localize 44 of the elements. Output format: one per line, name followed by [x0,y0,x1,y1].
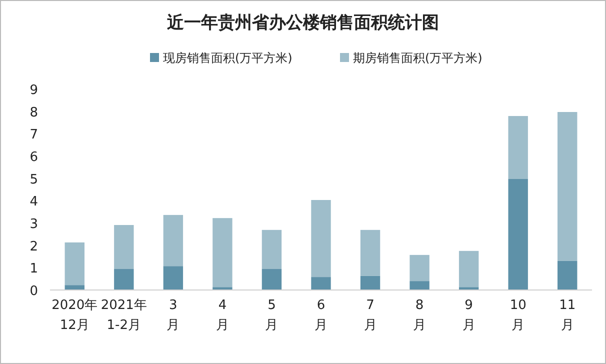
bar [163,266,184,290]
y-tick-label: 6 [30,150,38,165]
bar [212,218,232,288]
y-tick-label: 2 [30,239,38,254]
y-tick-label: 5 [30,172,38,188]
y-tick-label: 0 [30,284,38,299]
bar [558,260,578,290]
x-tick-label: 7 月 [364,298,377,333]
bar [163,214,184,266]
legend-label: 现房销售面积(万平方米) [163,51,292,65]
bar [64,242,84,286]
x-tick-label: 10 月 [510,298,526,333]
bar [262,230,282,270]
x-tick-label: 6 月 [314,298,328,333]
y-tick-label: 3 [30,217,38,232]
bar [114,269,134,290]
y-tick-label: 7 [30,128,38,143]
bar [311,277,331,290]
bar [262,269,282,290]
y-tick-label: 8 [30,105,38,120]
bar [311,200,331,278]
bar [64,285,84,290]
bar [458,250,479,288]
bar [114,225,134,270]
bar [360,230,380,276]
bar [508,179,528,290]
x-tick-label: 3 月 [166,298,180,333]
y-tick-label: 9 [30,83,38,98]
bar [508,116,528,180]
bar [410,281,430,290]
y-tick-label: 4 [30,194,38,210]
x-tick-label: 8 月 [413,298,426,333]
bar [558,112,578,261]
bar [410,254,430,282]
bar [360,276,380,290]
x-tick-label: 2020年 12月 [52,298,98,333]
x-tick-label: 9 月 [462,298,476,333]
x-tick-label: 5 月 [265,298,278,333]
chart-title: 近一年贵州省办公楼销售面积统计图 [166,13,439,33]
legend-label: 期房销售面积(万平方米) [353,51,482,65]
x-tick-label: 2021年 1-2月 [100,298,147,333]
x-tick-label: 4 月 [216,298,229,333]
y-tick-label: 1 [30,262,38,277]
x-tick-label: 11 月 [559,298,576,333]
